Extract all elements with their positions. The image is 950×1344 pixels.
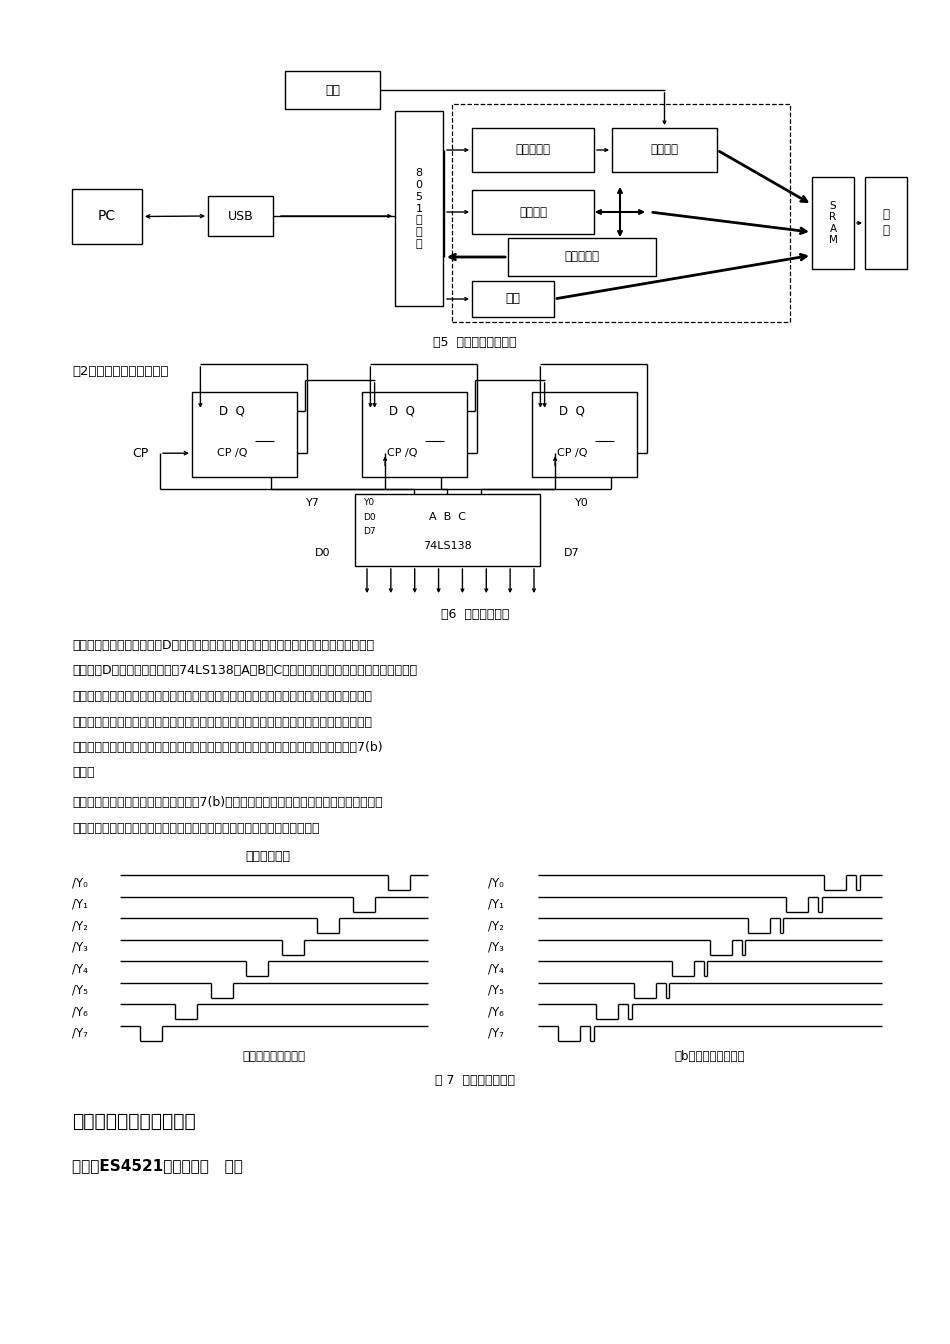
- Bar: [452, 103, 790, 323]
- Text: 时序图如下：: 时序图如下：: [245, 849, 290, 863]
- Text: 的标记，表示此时该信号上出现了窄脉冲，可能会引起电路工作的不正常。: 的标记，表示此时该信号上出现了窄脉冲，可能会引起电路工作的不正常。: [72, 821, 319, 835]
- Text: /Y₇: /Y₇: [488, 1027, 504, 1040]
- Text: 图6  毛刺产生电路: 图6 毛刺产生电路: [441, 607, 509, 621]
- Text: /Y₄: /Y₄: [488, 962, 504, 976]
- Text: /Y₀: /Y₀: [488, 876, 504, 890]
- Text: 输
出: 输 出: [883, 208, 889, 238]
- Text: CP: CP: [132, 446, 148, 460]
- Text: 8
0
5
1
单
片
机: 8 0 5 1 单 片 机: [415, 168, 423, 250]
- Text: D  Q: D Q: [218, 405, 245, 417]
- Text: D7: D7: [564, 548, 580, 558]
- Text: 由图可见，译码器的输出波形与图7(b)完全相同，只是在检测出毛刺的地方给出了毛刺: 由图可见，译码器的输出波形与图7(b)完全相同，只是在检测出毛刺的地方给出了毛刺: [72, 796, 383, 809]
- Bar: [362, 392, 467, 477]
- Text: D0: D0: [315, 548, 331, 558]
- Text: 毛刺产生电路是由三个D触发器构成。由于硬件电路输入与输出之间有一定的延时，当: 毛刺产生电路是由三个D触发器构成。由于硬件电路输入与输出之间有一定的延时，当: [72, 638, 374, 652]
- Text: 缓冲: 缓冲: [505, 293, 521, 305]
- Text: 刺锁定方式下，在波形窗口中开启毛刺显示，即可观察到译码器输出端上的毛刺，如图7(b): 刺锁定方式下，在波形窗口中开启毛刺显示，即可观察到译码器输出端上的毛刺，如图7(…: [72, 741, 383, 754]
- Text: 地址锁存器: 地址锁存器: [516, 144, 550, 156]
- Bar: [395, 112, 443, 306]
- Text: （2）毛刺发生电路原理：: （2）毛刺发生电路原理：: [72, 366, 168, 379]
- Text: D0: D0: [363, 512, 375, 521]
- Text: /Y₀: /Y₀: [72, 876, 87, 890]
- Text: （一）ES4521逻辑分析仪   一台: （一）ES4521逻辑分析仪 一台: [72, 1159, 243, 1173]
- Text: 晶振: 晶振: [325, 83, 340, 97]
- Text: /Y₆: /Y₆: [72, 1005, 87, 1019]
- Text: D  Q: D Q: [389, 405, 415, 417]
- Bar: [865, 177, 907, 269]
- Text: /Y₅: /Y₅: [488, 984, 504, 997]
- Text: /Y₂: /Y₂: [72, 919, 87, 933]
- Text: A  B  C: A B C: [429, 512, 466, 521]
- Text: 所示。: 所示。: [72, 766, 94, 780]
- Text: 图 7  译码电路的输出: 图 7 译码电路的输出: [435, 1074, 515, 1086]
- Text: （b）毛刺信号的观察: （b）毛刺信号的观察: [674, 1050, 745, 1063]
- Bar: [208, 196, 273, 237]
- Text: /Y₇: /Y₇: [72, 1027, 87, 1040]
- Text: CP /Q: CP /Q: [217, 448, 247, 458]
- Text: 使用毛刺检测功能来观察毛刺。调节数据发生器的输出信号延时，同时逻辑分析仪工作在毛: 使用毛刺检测功能来观察毛刺。调节数据发生器的输出信号延时，同时逻辑分析仪工作在毛: [72, 715, 372, 728]
- Text: 译码电路理想输出图: 译码电路理想输出图: [242, 1050, 306, 1063]
- Text: /Y₆: /Y₆: [488, 1005, 504, 1019]
- Bar: [355, 495, 540, 566]
- Text: Y0: Y0: [363, 499, 374, 507]
- Text: 电路中的D触发器速度较慢时，74LS138的A、B、C三个输入信号的延时不一致，有可能在输: 电路中的D触发器速度较慢时，74LS138的A、B、C三个输入信号的延时不一致，…: [72, 664, 417, 677]
- Text: D7: D7: [363, 527, 375, 536]
- Text: D  Q: D Q: [559, 405, 585, 417]
- Text: /Y₅: /Y₅: [72, 984, 87, 997]
- Text: 地址计数: 地址计数: [651, 144, 678, 156]
- Bar: [472, 128, 594, 172]
- Text: /Y₂: /Y₂: [488, 919, 504, 933]
- Text: Y7: Y7: [306, 497, 320, 508]
- Text: PC: PC: [98, 210, 116, 223]
- Text: 出端出现引起错误动作的窄脉冲，而逻辑分析仪的正常采样方式观察不到该窄脉冲，这时要: 出端出现引起错误动作的窄脉冲，而逻辑分析仪的正常采样方式观察不到该窄脉冲，这时要: [72, 689, 372, 703]
- Bar: [192, 392, 297, 477]
- Text: /Y₃: /Y₃: [488, 941, 504, 954]
- Text: 图5  数据发生器原理图: 图5 数据发生器原理图: [433, 336, 517, 348]
- Bar: [532, 392, 637, 477]
- Bar: [72, 190, 142, 245]
- Text: USB: USB: [228, 210, 254, 223]
- Bar: [285, 71, 380, 109]
- Bar: [812, 177, 854, 269]
- Text: 74LS138: 74LS138: [423, 540, 472, 551]
- Text: 状态寄存器: 状态寄存器: [564, 250, 599, 263]
- Text: /Y₃: /Y₃: [72, 941, 87, 954]
- Bar: [472, 190, 594, 234]
- Bar: [508, 238, 656, 276]
- Text: 三、实验设备及其说明：: 三、实验设备及其说明：: [72, 1111, 196, 1132]
- Text: 地址译码: 地址译码: [519, 206, 547, 219]
- Text: S
R
A
M: S R A M: [828, 200, 838, 246]
- Text: /Y₄: /Y₄: [72, 962, 87, 976]
- Text: /Y₁: /Y₁: [488, 898, 504, 911]
- Text: Y0: Y0: [575, 497, 589, 508]
- Text: CP /Q: CP /Q: [557, 448, 587, 458]
- Bar: [612, 128, 717, 172]
- Text: CP /Q: CP /Q: [387, 448, 417, 458]
- Text: /Y₁: /Y₁: [72, 898, 88, 911]
- Bar: [472, 281, 554, 317]
